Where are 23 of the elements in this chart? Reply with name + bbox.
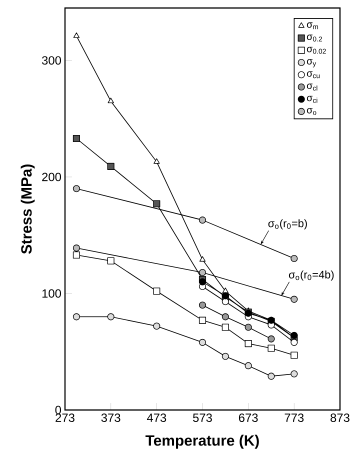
legend-label: σ$_{0.02}$	[306, 46, 326, 54]
legend-label: σ$_{y}$	[306, 59, 316, 68]
annotation: σ$_{o}$(r$_{0}$=4b)	[288, 270, 334, 281]
legend-label: σ$_{m}$	[306, 22, 318, 30]
x-axis-title: Temperature (K)	[146, 434, 259, 449]
x-tick-label: 673	[238, 414, 258, 422]
x-tick-label: 273	[56, 414, 74, 422]
y-tick-label: 200	[42, 172, 62, 182]
x-tick-label: 573	[193, 414, 212, 422]
legend-label: σ$_{0.2}$	[306, 34, 322, 42]
x-tick-label: 773	[284, 414, 304, 422]
y-tick-label: 0	[55, 406, 62, 414]
legend-label: σ$_{ci}$	[306, 96, 318, 103]
legend-label: σ$_{cu}$	[306, 71, 320, 78]
y-tick-label: 300	[42, 56, 62, 65]
annotation: σ$_{o}$(r$_{0}$=b)	[268, 219, 307, 230]
x-tick-label: 473	[146, 414, 166, 422]
legend-label: σ$_{o}$	[306, 108, 316, 115]
x-tick-label: 373	[101, 414, 120, 422]
legend-label: σ$_{cl}$	[306, 84, 318, 91]
y-tick-label: 100	[42, 289, 62, 298]
y-axis-title: Stress (MPa)	[20, 164, 35, 254]
x-tick-label: 873	[330, 414, 350, 422]
